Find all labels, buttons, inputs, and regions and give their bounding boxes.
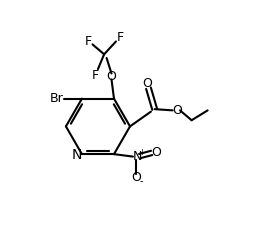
Text: F: F <box>116 30 124 44</box>
Text: N: N <box>132 150 142 163</box>
Text: F: F <box>84 35 92 49</box>
Text: O: O <box>151 146 161 159</box>
Text: N: N <box>71 148 82 162</box>
Text: O: O <box>131 171 141 184</box>
Text: O: O <box>142 77 152 90</box>
Text: O: O <box>172 104 182 117</box>
Text: F: F <box>92 69 99 82</box>
Text: O: O <box>107 70 116 83</box>
Text: Br: Br <box>50 92 64 105</box>
Text: -: - <box>140 176 143 186</box>
Text: +: + <box>138 148 145 157</box>
